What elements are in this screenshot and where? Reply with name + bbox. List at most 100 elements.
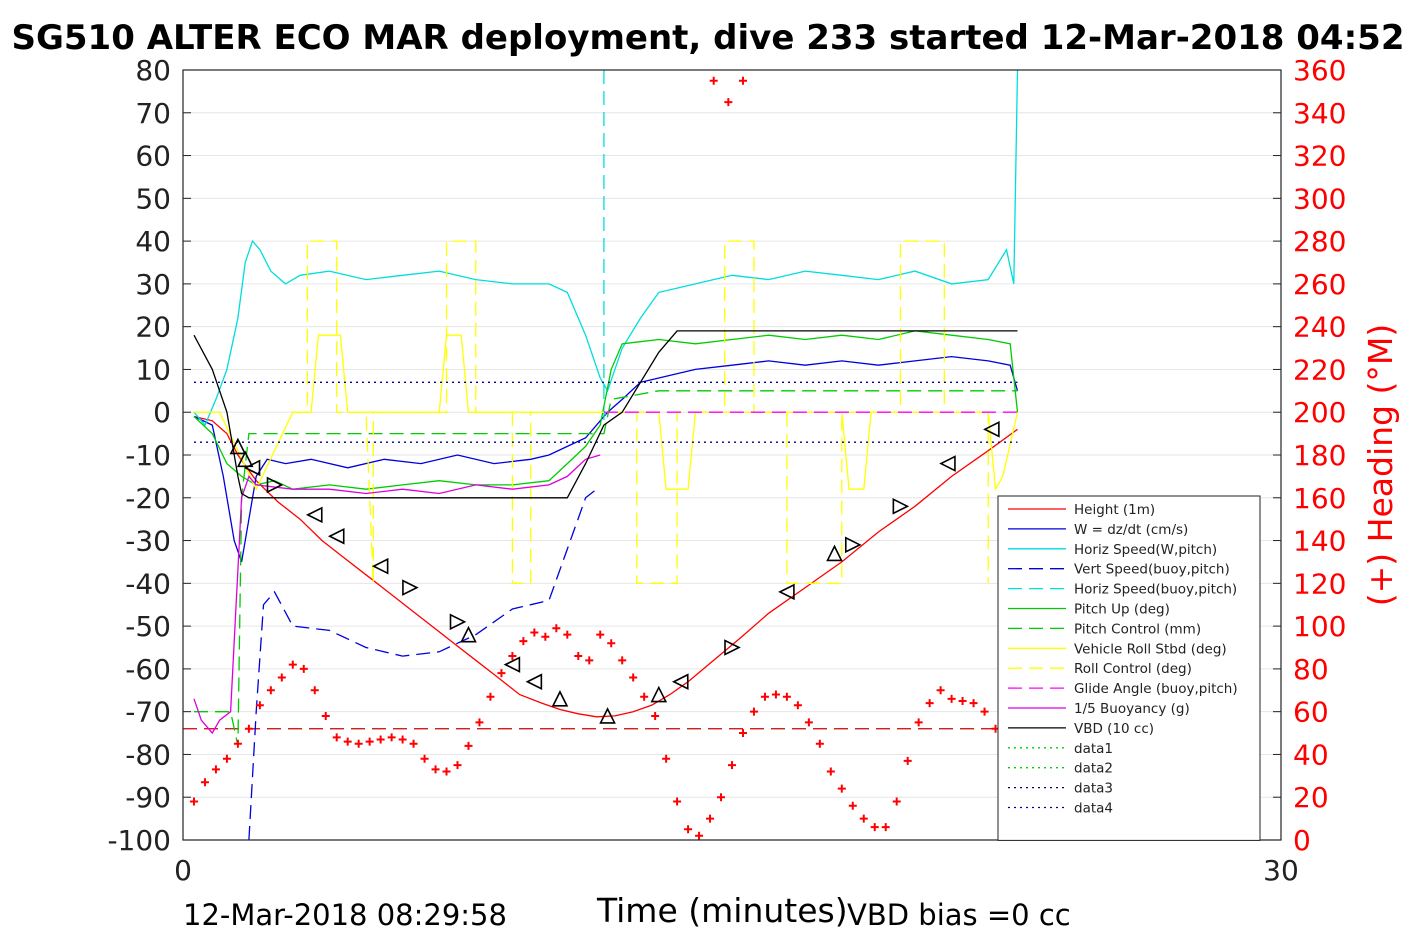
triangle-marker	[371, 557, 389, 575]
heading-point	[607, 639, 616, 648]
legend-label: Horiz Speed(W,pitch)	[1074, 542, 1217, 558]
triangle-marker	[892, 498, 910, 515]
legend-label: data4	[1074, 801, 1113, 817]
series-line-4	[248, 488, 598, 840]
heading-point	[709, 76, 718, 85]
heading-point	[728, 761, 736, 770]
series-line-9	[292, 240, 989, 584]
heading-point	[618, 656, 627, 665]
heading-point	[519, 637, 528, 646]
triangle-marker	[983, 421, 1000, 438]
heading-point	[958, 696, 967, 705]
x-axis-label: Time (minutes)	[597, 891, 848, 930]
heading-point	[541, 632, 550, 641]
legend-label: data2	[1074, 761, 1113, 777]
heading-point	[211, 765, 220, 774]
heading-point	[815, 739, 824, 748]
heading-point	[321, 711, 330, 720]
heading-point	[354, 739, 363, 748]
y-tick-label-right: 200	[1293, 396, 1346, 429]
series-line-12	[193, 330, 1018, 499]
y-tick-label-left: 20	[135, 311, 171, 344]
y-tick-label-left: 80	[135, 54, 171, 87]
y-tick-label-left: 0	[153, 396, 171, 429]
heading-point	[760, 692, 769, 701]
heading-point	[497, 669, 506, 678]
y-tick-label-right: 220	[1293, 353, 1346, 386]
heading-point	[914, 718, 923, 727]
heading-point	[848, 801, 857, 810]
heading-point	[673, 797, 682, 806]
heading-point	[640, 692, 649, 701]
y-tick-label-right: 280	[1293, 225, 1346, 258]
heading-point	[903, 756, 912, 765]
y-tick-label-left: -70	[125, 696, 171, 729]
triangle-marker	[229, 437, 247, 455]
triangle-marker	[525, 673, 543, 691]
legend-label: data3	[1074, 781, 1113, 797]
chart-title: SG510 ALTER ECO MAR deployment, dive 233…	[11, 18, 1405, 58]
series-line-11	[193, 454, 601, 735]
y-tick-label-left: 30	[135, 268, 171, 301]
heading-point	[793, 701, 802, 710]
y-tick-label-left: -100	[107, 824, 171, 857]
heading-point	[925, 699, 934, 708]
y-tick-label-right: 60	[1293, 696, 1329, 729]
heading-point	[859, 814, 868, 823]
heading-point	[189, 797, 198, 806]
y-tick-label-right: 260	[1293, 268, 1346, 301]
heading-point	[629, 673, 638, 682]
legend-label: data1	[1074, 741, 1113, 757]
heading-point	[552, 624, 561, 633]
triangle-marker	[599, 707, 616, 724]
y-axis-label-right: (+) Heading (°M)	[1361, 324, 1400, 606]
heading-point	[508, 652, 517, 661]
y-tick-label-right: 340	[1293, 97, 1346, 130]
heading-point	[288, 660, 297, 669]
heading-point	[662, 754, 671, 763]
y-tick-label-left: 60	[135, 140, 171, 173]
heading-point	[936, 686, 945, 695]
x-tick-label: 30	[1263, 854, 1299, 887]
heading-point	[255, 701, 264, 710]
y-tick-label-left: -10	[125, 439, 171, 472]
y-tick-label-right: 300	[1293, 182, 1346, 215]
legend-label: Vert Speed(buoy,pitch)	[1074, 562, 1230, 578]
heading-point	[651, 711, 660, 720]
heading-point	[870, 823, 879, 832]
heading-point	[738, 76, 747, 85]
y-tick-label-left: -50	[125, 610, 171, 643]
heading-point	[837, 784, 846, 793]
heading-point	[724, 98, 733, 107]
heading-point	[596, 630, 605, 639]
heading-point	[717, 793, 726, 802]
series-line-3	[193, 70, 1019, 427]
triangle-marker	[671, 673, 689, 691]
y-tick-label-left: -30	[125, 525, 171, 558]
heading-point	[464, 741, 473, 750]
x-tick-label: 0	[174, 854, 192, 887]
heading-point	[969, 699, 978, 708]
heading-point	[782, 692, 791, 701]
heading-point	[453, 761, 462, 770]
triangle-marker	[844, 536, 862, 554]
y-tick-label-left: -90	[125, 781, 171, 814]
triangle-marker	[449, 613, 467, 631]
heading-point	[409, 739, 418, 748]
y-tick-label-right: 140	[1293, 525, 1346, 558]
heading-point	[749, 707, 758, 716]
heading-point	[947, 694, 956, 703]
triangle-marker	[327, 527, 345, 545]
y-tick-label-right: 40	[1293, 738, 1329, 771]
y-tick-label-right: 80	[1293, 653, 1329, 686]
heading-point	[332, 733, 341, 742]
y-tick-label-right: 160	[1293, 482, 1346, 515]
triangle-marker	[266, 476, 284, 494]
legend-label: 1/5 Buoyancy (g)	[1074, 701, 1190, 717]
heading-point	[266, 686, 275, 695]
heading-point	[387, 733, 396, 742]
triangle-marker	[650, 685, 668, 703]
legend-label: W = dz/dt (cm/s)	[1074, 522, 1188, 538]
series-line-5	[603, 70, 607, 421]
